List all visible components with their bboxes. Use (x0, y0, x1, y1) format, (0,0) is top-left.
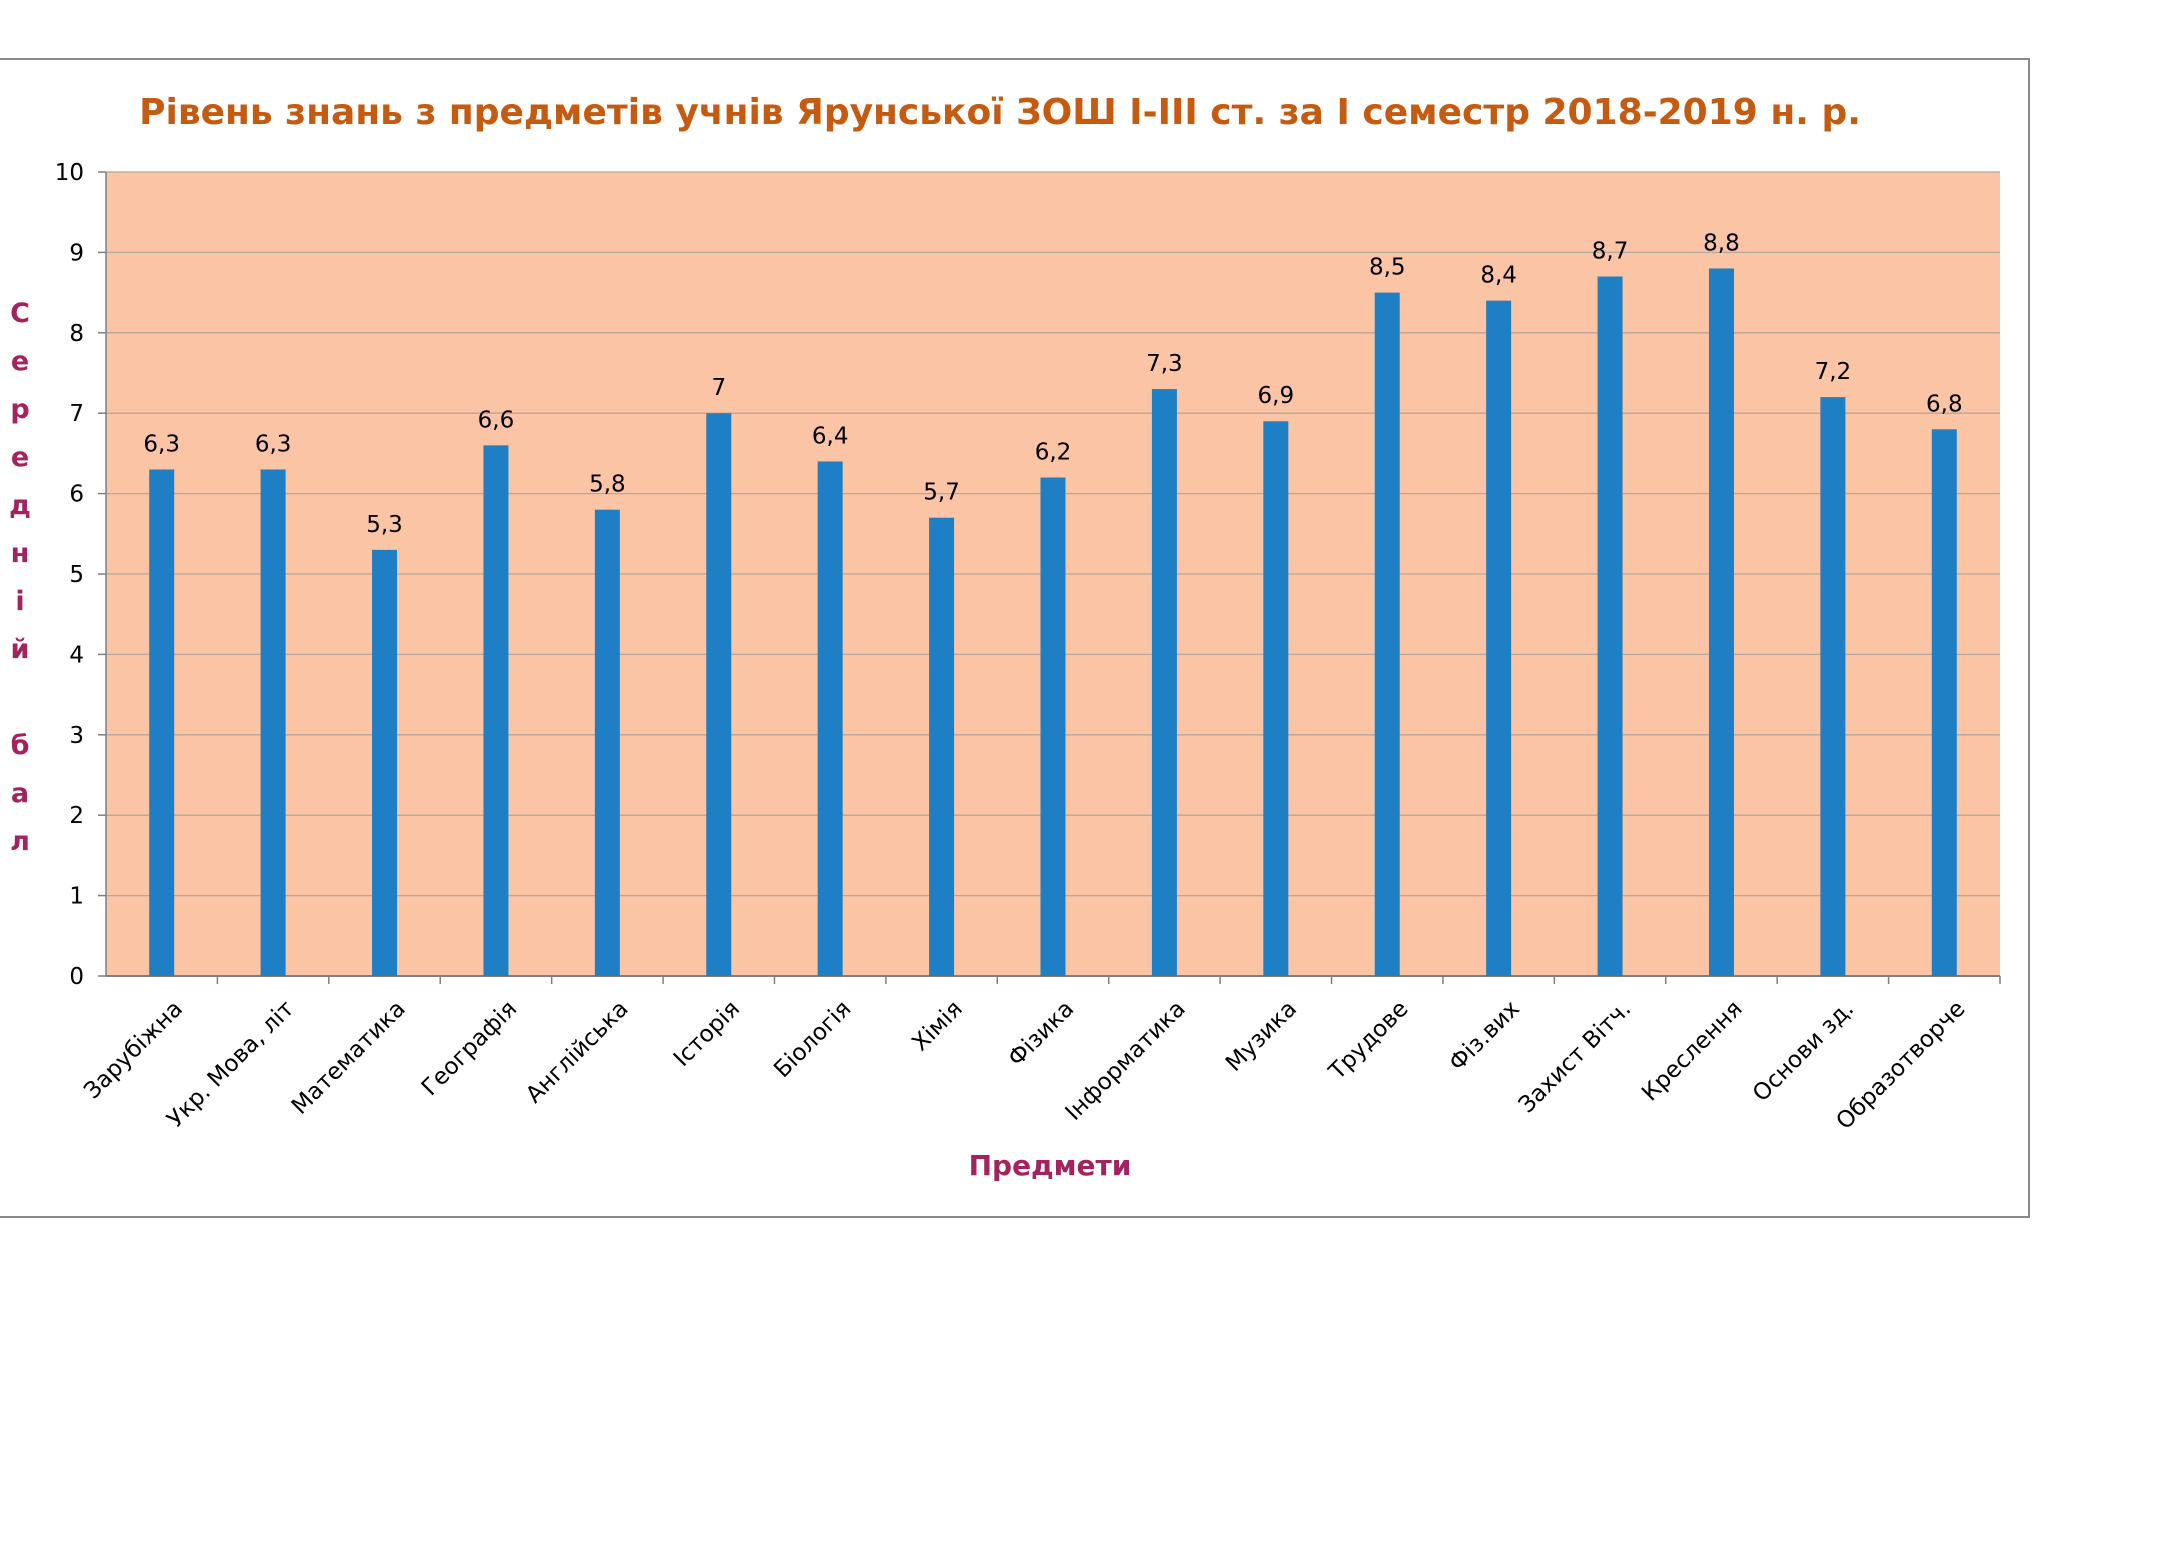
y-tick-label: 8 (69, 321, 84, 347)
category-label: Географія (417, 996, 522, 1101)
y-tick-label: 5 (69, 562, 84, 588)
bar (1263, 421, 1289, 976)
y-axis-label-letter: е (11, 346, 29, 377)
category-label: Креслення (1637, 996, 1748, 1107)
x-axis-label: Предмети (969, 1149, 1132, 1182)
y-axis-label-letter: е (11, 442, 29, 473)
category-label: Захист Вітч. (1514, 996, 1636, 1118)
data-label: 6,2 (1035, 440, 1072, 466)
y-tick-label: 9 (69, 240, 84, 266)
bar (1374, 292, 1400, 977)
bar (1597, 276, 1623, 976)
category-label: Інформатика (1061, 996, 1191, 1126)
category-label: Фіз.вих (1444, 996, 1525, 1077)
chart-title: Рівень знань з предметів учнів Ярунської… (139, 92, 1861, 133)
y-axis-ticks: 0 1 2 3 4 5 6 7 8 9 10 (55, 160, 107, 990)
data-label: 6,4 (812, 423, 849, 449)
data-label: 5,7 (923, 480, 960, 506)
category-label: Хімія (907, 996, 968, 1057)
data-label: 7 (711, 375, 726, 401)
bar (1486, 300, 1512, 976)
data-label: 8,4 (1480, 263, 1517, 289)
y-axis-label-letter: б (11, 730, 30, 761)
y-axis-label-letter: а (11, 778, 29, 809)
category-label: Музика (1221, 996, 1302, 1077)
bar (1931, 429, 1957, 976)
category-label: Трудове (1324, 996, 1414, 1086)
chart-frame: Рівень знань з предметів учнів Ярунської… (0, 58, 2030, 1218)
bar (594, 509, 620, 976)
y-tick-label: 10 (55, 160, 84, 186)
y-axis-label-letter: С (10, 298, 30, 329)
bar (706, 413, 732, 976)
data-label: 6,6 (478, 407, 515, 433)
data-label: 8,5 (1369, 255, 1406, 281)
data-label: 5,3 (366, 512, 403, 538)
bar (260, 469, 286, 976)
category-label: Математика (287, 996, 411, 1120)
category-label: Історія (669, 996, 745, 1072)
data-label: 7,2 (1815, 359, 1852, 385)
data-label: 5,8 (589, 472, 626, 498)
y-tick-label: 0 (69, 964, 84, 990)
y-tick-label: 7 (69, 401, 84, 427)
data-label: 8,7 (1592, 239, 1629, 265)
bar (372, 549, 398, 976)
data-label: 6,8 (1926, 391, 1963, 417)
bars (149, 268, 1957, 977)
data-label: 6,3 (255, 431, 292, 457)
y-axis-label-letter: д (9, 490, 31, 521)
data-label: 6,3 (143, 431, 180, 457)
category-label: Англійська (521, 996, 633, 1108)
data-label: 8,8 (1703, 230, 1740, 256)
y-axis-label-letter: й (11, 634, 30, 665)
y-tick-label: 3 (69, 723, 84, 749)
bar (1040, 477, 1066, 976)
y-tick-label: 2 (69, 803, 84, 829)
y-tick-label: 4 (69, 642, 84, 668)
bar (929, 517, 955, 976)
y-axis-label-letter: л (10, 826, 30, 857)
category-label: Фізика (1003, 996, 1079, 1072)
y-axis-label-letter: н (11, 538, 30, 569)
data-label: 7,3 (1146, 351, 1183, 377)
bar (1151, 389, 1177, 977)
category-label: Основи зд. (1748, 996, 1859, 1107)
data-label: 6,9 (1258, 383, 1295, 409)
y-axis-label-letter: р (10, 394, 29, 425)
bar (483, 445, 509, 976)
bar (149, 469, 175, 976)
bar (817, 461, 843, 976)
bar-chart: Рівень знань з предметів учнів Ярунської… (9, 92, 2001, 1182)
y-tick-label: 6 (69, 482, 84, 508)
bar (1708, 268, 1734, 976)
data-labels: 6,3 6,3 5,3 6,6 5,8 7 6,4 5,7 6,2 7,3 6,9 8,5 8,4 8,7… (143, 230, 1962, 537)
bar (1820, 397, 1846, 976)
category-label: Біологія (769, 996, 856, 1083)
y-axis-label-letter: і (15, 586, 24, 617)
y-tick-label: 1 (69, 884, 84, 910)
category-label: Зарубіжна (79, 996, 188, 1105)
